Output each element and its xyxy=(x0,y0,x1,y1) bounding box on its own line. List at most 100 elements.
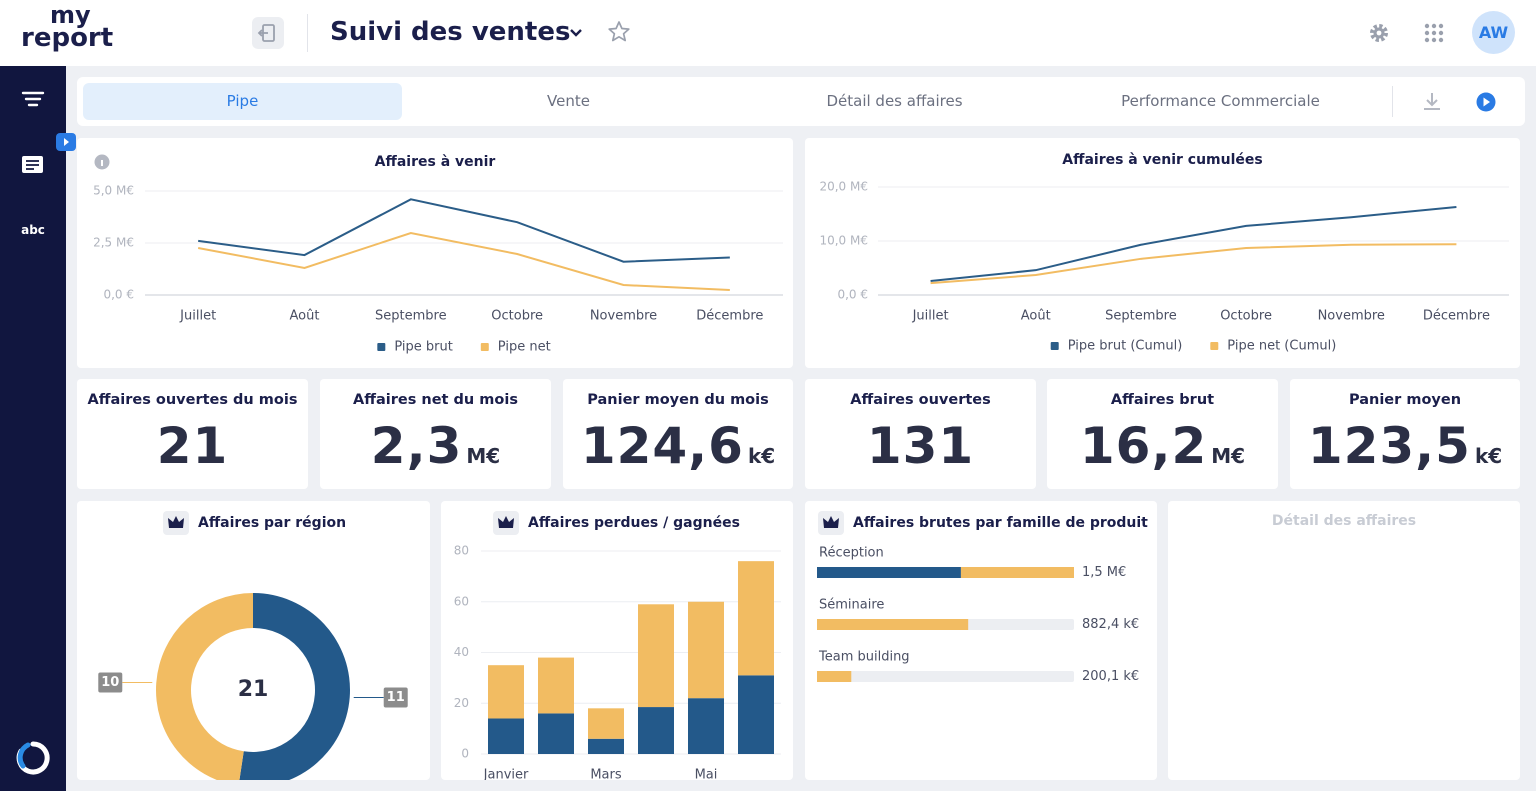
kpi-value: 124,6 xyxy=(580,417,744,475)
legend-marker xyxy=(377,343,386,351)
x-tick-label: Juillet xyxy=(912,309,949,324)
bar xyxy=(738,675,774,754)
bar-segment xyxy=(817,671,852,682)
legend-label: Pipe net xyxy=(498,340,551,355)
crown-icon xyxy=(168,516,184,528)
bar xyxy=(688,601,724,699)
kpi-value-box: 16,2 M€ xyxy=(1047,417,1278,475)
kpi-card: Affaires net du mois 2,3 M€ xyxy=(320,379,551,489)
data-label: 10 xyxy=(101,675,119,690)
donut-segment xyxy=(156,593,253,780)
x-tick-label: Octobre xyxy=(1220,309,1272,324)
y-tick-label: 60 xyxy=(454,594,469,608)
series-line xyxy=(930,205,1457,282)
kpi-value-box: 123,5 k€ xyxy=(1290,417,1520,475)
kpi-card: Affaires ouvertes 131 xyxy=(805,379,1036,489)
exit-button[interactable] xyxy=(250,15,286,51)
x-tick-label: Janvier xyxy=(483,768,529,781)
sidebar-label[interactable]: abc xyxy=(21,223,45,237)
tab[interactable]: Pipe xyxy=(83,83,402,120)
kpi-unit: k€ xyxy=(1474,444,1503,468)
present-button[interactable] xyxy=(1475,91,1497,113)
category-label: Team building xyxy=(818,650,910,665)
tab[interactable]: Performance Commerciale xyxy=(1121,92,1320,110)
kpi-card: Affaires ouvertes du mois 21 xyxy=(77,379,308,489)
legend-label: Pipe net (Cumul) xyxy=(1227,339,1336,354)
x-tick-label: Mars xyxy=(590,768,622,781)
kpi-unit: k€ xyxy=(747,444,776,468)
x-tick-label: Novembre xyxy=(590,309,657,324)
kpi-title: Panier moyen du mois xyxy=(587,392,769,408)
kpi-title: Panier moyen xyxy=(1348,392,1462,408)
chart-card: Affaires à venir 0,0 € 2,5 M€ 5,0 M€ Juillet… xyxy=(77,138,793,368)
legend: Pipe brut Pipe net xyxy=(377,340,551,355)
donut-center-label: 21 xyxy=(238,677,269,702)
title-dropdown[interactable] xyxy=(566,24,586,42)
chart: Affaires perdues / gagnées 0 20 40 60 80 Janvi… xyxy=(454,511,781,781)
tab[interactable]: Détail des affaires xyxy=(826,92,963,110)
legend-marker xyxy=(1050,342,1059,350)
avatar[interactable]: AW xyxy=(1472,11,1515,54)
y-tick-label: 0,0 € xyxy=(837,288,868,302)
kpi-title: Affaires ouvertes du mois xyxy=(87,392,298,408)
y-tick-label: 10,0 M€ xyxy=(819,234,868,248)
x-tick-label: Mai xyxy=(695,768,718,781)
x-tick-label: Septembre xyxy=(1105,309,1177,324)
bar xyxy=(638,707,674,754)
tab-bar: Pipe Vente Détail des affaires Performance … xyxy=(77,77,1525,126)
settings-button[interactable] xyxy=(1366,20,1392,46)
legend: Pipe brut (Cumul) Pipe net (Cumul) xyxy=(1050,339,1336,354)
favorite-star[interactable] xyxy=(606,19,632,45)
filter-button[interactable] xyxy=(21,89,45,109)
legend-label: Pipe brut (Cumul) xyxy=(1068,339,1183,354)
brand-icon xyxy=(16,741,50,775)
category-label: Séminaire xyxy=(819,598,884,613)
bar xyxy=(688,698,724,754)
info-icon-bar xyxy=(101,160,103,166)
bar-segment xyxy=(960,567,1074,578)
chart: Affaires brutes par famille de produit Ré… xyxy=(817,511,1148,684)
y-tick-label: 40 xyxy=(454,645,469,659)
y-tick-label: 20 xyxy=(454,696,469,710)
kpi-value: 123,5 xyxy=(1307,417,1471,475)
series-line xyxy=(930,243,1457,285)
divider xyxy=(307,14,308,52)
chart-title: Affaires brutes par famille de produit xyxy=(853,515,1148,531)
apps-button[interactable] xyxy=(1422,21,1446,45)
page-title: Suivi des ventes xyxy=(330,17,571,47)
series-line xyxy=(197,231,730,292)
kpi-value-box: 131 xyxy=(805,417,1036,475)
y-tick-label: 80 xyxy=(454,544,469,558)
bar xyxy=(488,665,524,719)
data-label-box xyxy=(98,672,123,693)
kpi-title: Affaires net du mois xyxy=(353,392,518,408)
kpi-value: 2,3 xyxy=(370,417,463,475)
crown-icon xyxy=(498,516,514,528)
bar xyxy=(488,718,524,754)
chart-title: Affaires à venir xyxy=(375,154,496,170)
bar xyxy=(588,708,624,739)
kpi-value: 21 xyxy=(156,417,229,475)
series-line xyxy=(198,198,730,263)
data-label-box xyxy=(383,687,408,708)
card-title: Détail des affaires xyxy=(1271,513,1417,529)
data-label: 11 xyxy=(387,690,405,705)
logo-bottom: report xyxy=(21,23,114,53)
download-button[interactable] xyxy=(1420,90,1444,114)
y-tick-label: 5,0 M€ xyxy=(93,184,134,198)
expand-badge[interactable] xyxy=(56,133,76,151)
donut-segment xyxy=(239,593,350,780)
x-tick-label: Juillet xyxy=(179,309,216,324)
bar xyxy=(738,561,774,676)
notes-button[interactable] xyxy=(21,154,45,176)
tab[interactable]: Vente xyxy=(547,92,590,110)
x-tick-label: Août xyxy=(290,309,320,324)
chart-card: Affaires perdues / gagnées 0 20 40 60 80 Janvi… xyxy=(441,501,793,780)
divider xyxy=(1392,86,1393,117)
value-label: 1,5 M€ xyxy=(1082,565,1126,580)
sidebar: abc xyxy=(0,66,76,791)
y-tick-label: 0,0 € xyxy=(103,288,134,302)
kpi-value-box: 124,6 k€ xyxy=(563,417,793,475)
crown-icon xyxy=(823,516,839,528)
